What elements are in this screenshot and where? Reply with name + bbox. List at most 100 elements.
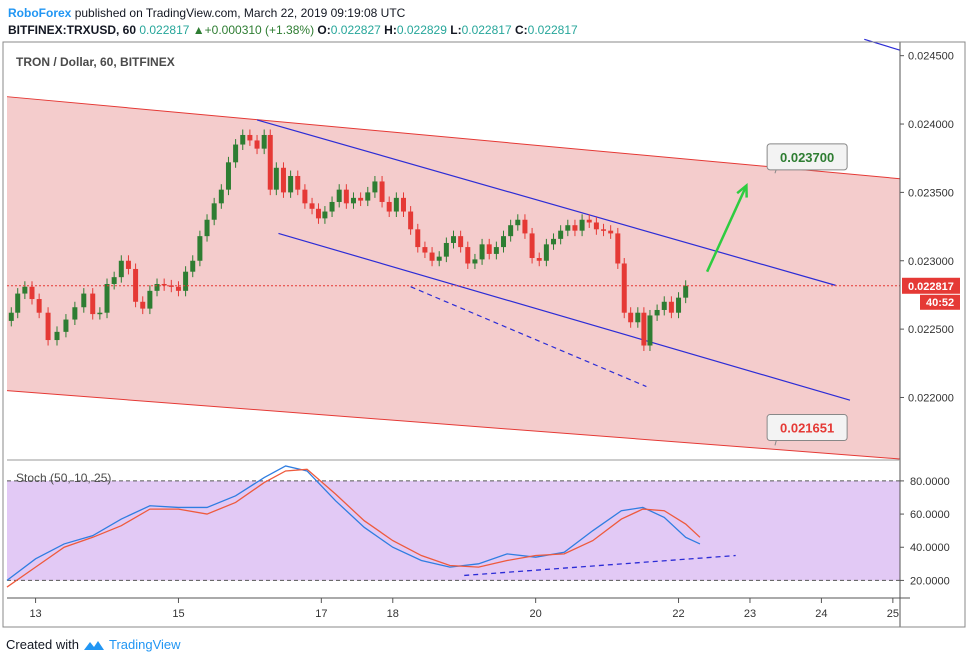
candle-body xyxy=(683,285,689,298)
candle-body xyxy=(565,225,571,231)
stoch-d-line xyxy=(6,468,701,588)
candle-body xyxy=(501,236,507,248)
candle-body xyxy=(358,197,364,201)
chart-frame xyxy=(2,41,966,628)
candle-body xyxy=(641,312,647,346)
candle-body xyxy=(315,208,321,219)
candle-body xyxy=(529,233,535,259)
red-channel-lower xyxy=(6,390,901,460)
candle-body xyxy=(551,238,557,245)
candle-body xyxy=(415,229,421,248)
green-arrow-head xyxy=(736,182,748,198)
stoch-tick-label: 60.0000 xyxy=(910,509,950,521)
candle-body xyxy=(408,211,414,230)
candle-body xyxy=(458,236,464,248)
price-change: +0.000310 (+1.38%) xyxy=(204,23,315,37)
candle-body xyxy=(329,201,335,212)
candle-body xyxy=(508,225,514,237)
candle-body xyxy=(654,309,660,316)
time-tick-label: 20 xyxy=(530,608,542,620)
price-pane[interactable]: 0.023700 0.021651 xyxy=(6,38,901,460)
price-tick-label: 0.022000 xyxy=(908,392,954,404)
time-tick-label: 15 xyxy=(172,608,184,620)
red-channel-fill xyxy=(7,96,900,459)
price-tick-label: 0.022500 xyxy=(908,324,954,336)
stoch-pane[interactable] xyxy=(6,465,900,588)
candle-body xyxy=(273,167,279,190)
candle-body xyxy=(97,312,103,315)
candle-body xyxy=(536,258,542,261)
price-callout: 0.023700 xyxy=(766,143,848,174)
stoch-band xyxy=(7,480,900,581)
green-arrow-shaft xyxy=(705,185,748,273)
publish-info: RoboForex published on TradingView.com, … xyxy=(8,6,405,20)
candles xyxy=(8,129,689,351)
time-tick-label: 17 xyxy=(315,608,327,620)
up-triangle-icon: ▲ xyxy=(192,23,205,37)
candle-body xyxy=(608,230,614,234)
candle-body xyxy=(140,301,146,309)
low-value: 0.022817 xyxy=(461,23,512,37)
stoch-tick-label: 40.0000 xyxy=(910,542,950,554)
time-tick-label: 25 xyxy=(887,608,899,620)
candle-body xyxy=(309,203,315,209)
candle-body xyxy=(111,277,117,284)
stoch-k-line xyxy=(6,465,701,581)
candle-body xyxy=(336,189,342,202)
candle-body xyxy=(479,244,485,260)
low-label: L: xyxy=(450,23,462,37)
stoch-trend-dashed xyxy=(464,554,736,577)
candle-body xyxy=(493,247,499,254)
candle-body xyxy=(515,219,521,226)
price-chart-title: TRON / Dollar, 60, BITFINEX xyxy=(16,55,175,69)
candle-body xyxy=(465,247,471,264)
time-tick-label: 18 xyxy=(387,608,399,620)
time-tick-label: 23 xyxy=(744,608,756,620)
candle-body xyxy=(104,283,110,313)
candle-body xyxy=(254,140,260,149)
candle-body xyxy=(386,201,392,212)
blue-dashed-trend xyxy=(410,286,647,388)
candle-body xyxy=(90,293,96,315)
candle-body xyxy=(154,283,160,291)
candle-body xyxy=(190,260,196,272)
candle-body xyxy=(225,162,231,190)
countdown-label: 40:52 xyxy=(926,297,954,309)
candle-body xyxy=(45,312,51,341)
candle-body xyxy=(22,286,28,294)
candle-body xyxy=(280,167,286,193)
stoch-tick-label: 20.0000 xyxy=(910,575,950,587)
candle-body xyxy=(472,259,478,264)
candle-body xyxy=(81,293,87,308)
candle-body xyxy=(118,260,124,278)
price-tick-label: 0.024500 xyxy=(908,51,954,63)
candle-body xyxy=(15,293,21,313)
high-label: H: xyxy=(384,23,397,37)
candle-body xyxy=(429,252,435,261)
candle-body xyxy=(197,236,203,261)
candle-body xyxy=(261,134,267,149)
stoch-tick-label: 80.0000 xyxy=(910,476,950,488)
candle-body xyxy=(522,219,528,234)
candle-body xyxy=(54,331,60,341)
candle-body xyxy=(579,219,585,231)
candle-body xyxy=(302,189,308,204)
candle-body xyxy=(218,189,224,204)
created-with-text: Created with xyxy=(6,637,79,652)
axes: 0.024500 0.024000 0.023500 0.023000 0.022500… xyxy=(2,41,966,628)
candle-body xyxy=(647,315,653,346)
callout-box xyxy=(766,143,848,171)
candle-body xyxy=(240,134,246,145)
candle-body xyxy=(615,233,621,264)
footer: Created with TradingView xyxy=(6,637,181,652)
candle-body xyxy=(161,283,167,286)
callout-label: 0.021651 xyxy=(780,421,834,436)
candle-body xyxy=(543,244,549,261)
tradingview-link[interactable]: TradingView xyxy=(108,637,181,652)
candle-body xyxy=(295,175,301,190)
candle-body xyxy=(350,197,356,204)
callout-box xyxy=(766,414,848,442)
close-value: 0.022817 xyxy=(527,23,578,37)
price-tick-label: 0.024000 xyxy=(908,119,954,131)
